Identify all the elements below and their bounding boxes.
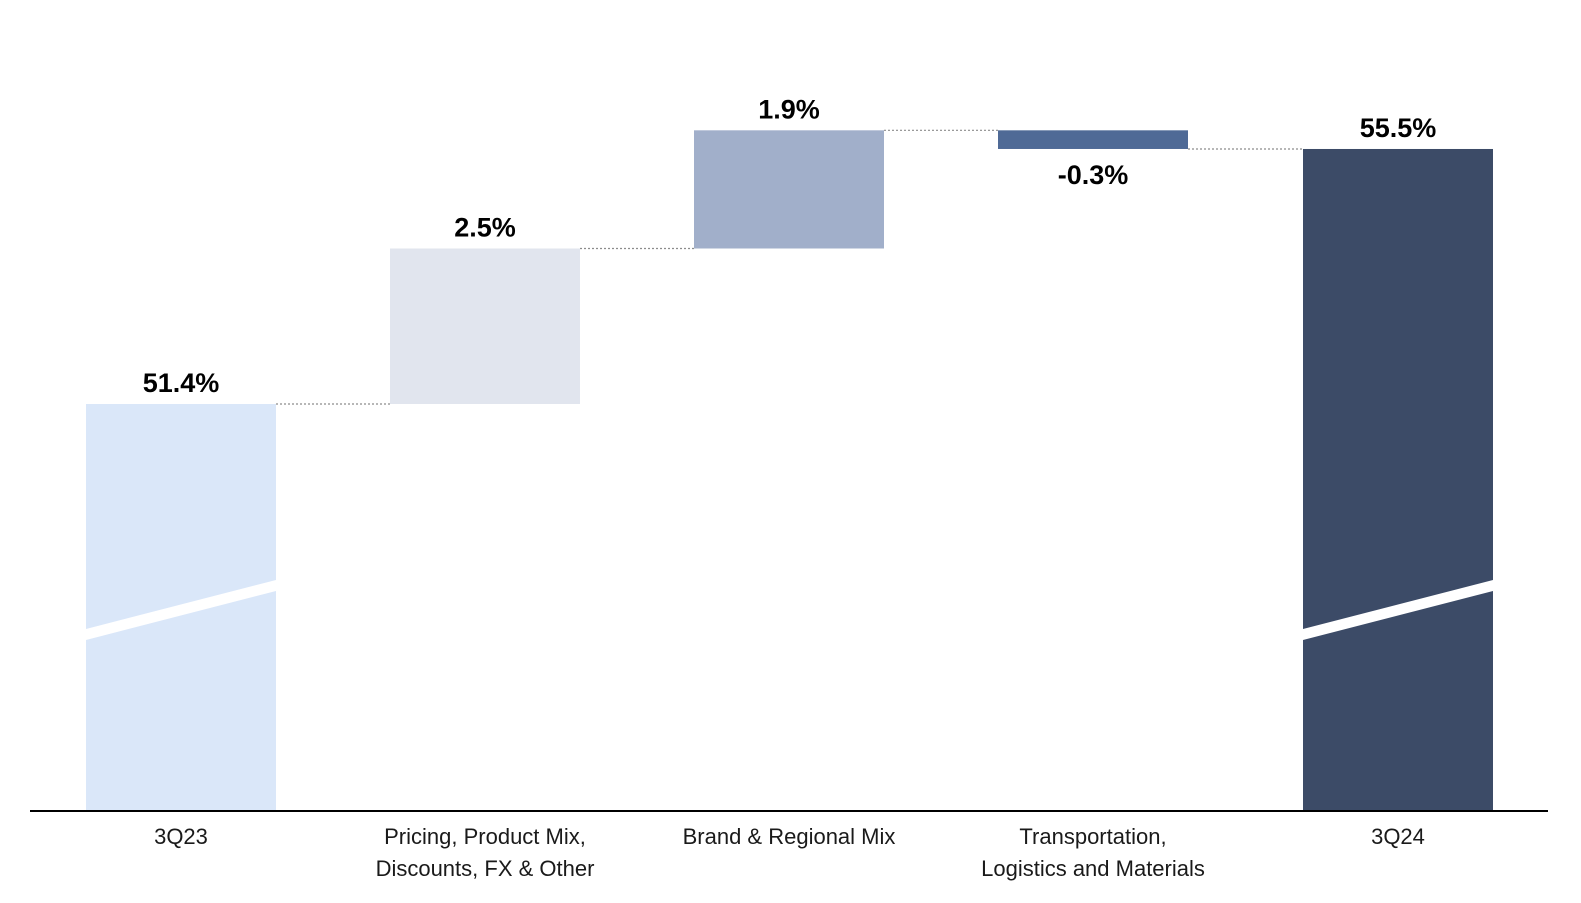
value-label-2: 1.9% xyxy=(758,94,820,124)
axis-breaks xyxy=(86,580,1493,640)
bar-1 xyxy=(390,248,580,404)
bar-4 xyxy=(1303,148,1493,812)
value-labels: 51.4% 2.5% 1.9% -0.3% 55.5% xyxy=(143,94,1437,398)
category-labels: 3Q23 Pricing, Product Mix, Discounts, FX &… xyxy=(154,824,1425,881)
bar-3 xyxy=(998,130,1188,149)
value-label-1: 2.5% xyxy=(454,213,516,243)
category-label-1-line-0: Pricing, Product Mix, xyxy=(384,824,586,849)
value-label-4: 55.5% xyxy=(1360,113,1437,143)
category-label-0: 3Q23 xyxy=(154,824,208,849)
category-label-3-line-1: Logistics and Materials xyxy=(981,856,1205,881)
category-label-1-line-1: Discounts, FX & Other xyxy=(376,856,595,881)
category-label-4: 3Q24 xyxy=(1371,824,1425,849)
category-label-2: Brand & Regional Mix xyxy=(683,824,896,849)
category-label-3-line-0: Transportation, xyxy=(1019,824,1166,849)
bars xyxy=(86,130,1493,812)
axis-break-0 xyxy=(86,580,276,640)
value-label-0: 51.4% xyxy=(143,368,220,398)
connector-lines xyxy=(276,129,1303,405)
value-label-3: -0.3% xyxy=(1058,160,1129,190)
bar-2 xyxy=(694,130,884,249)
axis-break-4 xyxy=(1303,580,1493,640)
